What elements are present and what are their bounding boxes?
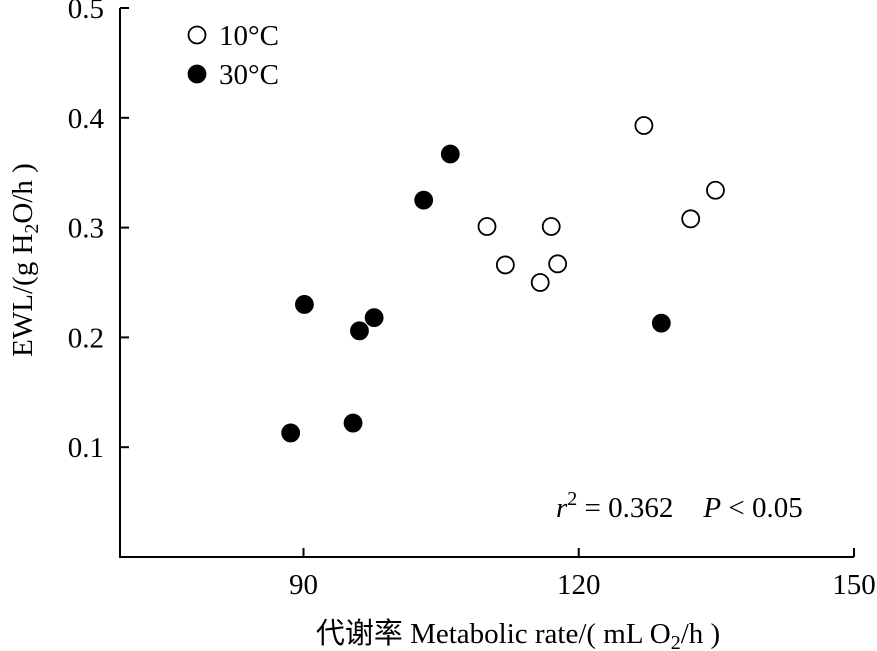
x-ticks: 90 120 150	[289, 548, 876, 601]
legend-label-30c: 30°C	[219, 59, 279, 91]
data-point-30c	[651, 313, 671, 333]
x-tick-label: 150	[832, 569, 876, 601]
x-tick-label: 120	[557, 569, 601, 601]
data-point-10c	[530, 273, 550, 292]
legend-marker-30c	[187, 64, 207, 84]
data-point-30c	[414, 190, 434, 210]
y-tick-label: 0.4	[68, 103, 105, 135]
stats-annotation: r2 = 0.362 P < 0.05	[556, 488, 803, 524]
r-value: = 0.362	[577, 492, 673, 524]
y-ticks: 0.1 0.2 0.3 0.4 0.5	[68, 0, 129, 464]
data-point-10c	[541, 217, 561, 236]
y-axis-title: EWL/(g H2O/h )	[7, 163, 43, 357]
data-point-30c	[343, 413, 363, 433]
x-axis-title-suffix: /h )	[681, 618, 720, 650]
x-tick-label: 90	[289, 569, 318, 601]
y-tick-label: 0.2	[68, 322, 104, 354]
y-axis-title-prefix: EWL/(g H	[7, 234, 39, 357]
data-point-10c	[706, 180, 725, 200]
x-axis-title: 代谢率 Metabolic rate/( mL O2/h )	[316, 617, 720, 651]
data-point-30c	[364, 308, 384, 328]
r-superscript: 2	[567, 488, 577, 510]
p-value: < 0.05	[721, 492, 803, 524]
data-point-10c	[548, 254, 568, 274]
data-point-10c	[634, 116, 654, 135]
data-point-30c	[281, 423, 301, 443]
data-point-30c	[440, 144, 460, 164]
y-axis-title-suffix: O/h )	[7, 163, 39, 223]
y-axis-title-subscript: 2	[21, 224, 43, 234]
data-points	[281, 116, 725, 443]
data-point-10c	[477, 217, 497, 236]
p-label: P	[702, 492, 721, 524]
legend-marker-10c	[187, 25, 207, 45]
y-tick-label: 0.1	[68, 432, 104, 464]
x-axis-title-subscript: 2	[671, 632, 681, 651]
y-tick-label: 0.5	[68, 0, 104, 25]
r-label: r	[556, 492, 568, 524]
data-point-10c	[495, 255, 515, 275]
data-point-10c	[681, 209, 701, 229]
x-axis-title-prefix: 代谢率 Metabolic rate/( mL O	[316, 617, 671, 650]
legend: 10°C 30°C	[187, 20, 279, 91]
data-point-30c	[350, 321, 369, 341]
axes	[119, 8, 854, 558]
legend-label-10c: 10°C	[219, 20, 279, 52]
data-point-30c	[295, 295, 314, 314]
y-tick-label: 0.3	[68, 213, 104, 245]
